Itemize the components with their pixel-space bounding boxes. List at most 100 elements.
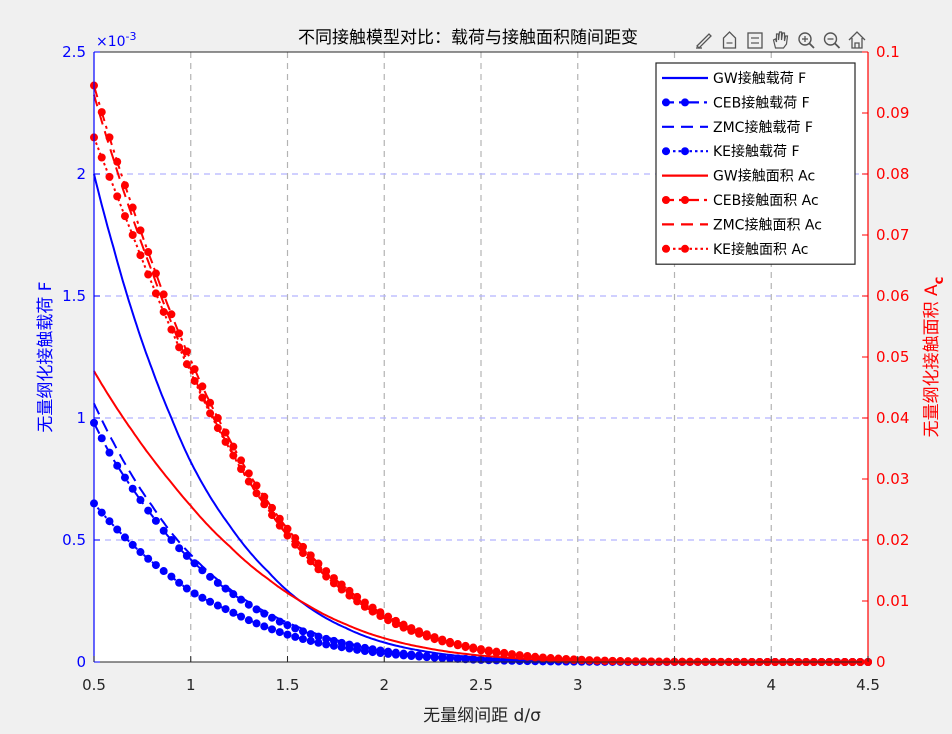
series-marker bbox=[507, 651, 516, 660]
left-tick-label: 2 bbox=[76, 165, 86, 183]
right-tick-label: 0.02 bbox=[876, 531, 909, 549]
x-tick-label: 4.5 bbox=[856, 676, 880, 694]
series-marker bbox=[120, 212, 129, 221]
series-marker bbox=[182, 584, 191, 593]
series-marker bbox=[120, 533, 129, 542]
pan-hand-icon-shape bbox=[772, 31, 789, 49]
x-tick-label: 1.5 bbox=[276, 676, 300, 694]
series-marker bbox=[446, 654, 455, 663]
series-marker bbox=[453, 654, 462, 663]
series-marker bbox=[531, 653, 540, 662]
data-tip-icon-shape bbox=[722, 31, 737, 49]
x-tick-label: 2.5 bbox=[469, 676, 493, 694]
series-marker bbox=[175, 544, 184, 553]
series-marker bbox=[298, 627, 307, 636]
home-icon[interactable] bbox=[848, 31, 866, 49]
series-marker bbox=[608, 657, 617, 666]
series-marker bbox=[314, 559, 323, 568]
series-marker bbox=[515, 651, 524, 660]
series-marker bbox=[546, 654, 555, 663]
series-line bbox=[93, 137, 868, 663]
series-marker bbox=[128, 231, 137, 239]
series-marker bbox=[585, 656, 594, 665]
series-marker bbox=[136, 496, 145, 505]
series-marker bbox=[415, 629, 424, 638]
series-marker bbox=[229, 608, 238, 617]
series-marker bbox=[113, 461, 122, 470]
series-marker bbox=[314, 565, 323, 574]
series-marker bbox=[128, 540, 137, 549]
series-marker bbox=[206, 409, 215, 418]
series-marker bbox=[206, 597, 215, 606]
series-marker bbox=[415, 652, 424, 661]
series-marker bbox=[407, 652, 416, 661]
legend-icon[interactable] bbox=[747, 32, 763, 49]
series-marker bbox=[376, 649, 385, 658]
chart-title: 不同接触模型对比：载荷与接触面积随间距变 bbox=[298, 28, 638, 48]
series-marker bbox=[275, 514, 284, 523]
series-marker bbox=[291, 540, 300, 549]
series-marker bbox=[593, 656, 602, 665]
right-tick-label: 0.07 bbox=[876, 226, 909, 244]
series-marker bbox=[136, 548, 145, 557]
right-tick-label: 0.09 bbox=[876, 104, 909, 122]
series-marker bbox=[182, 360, 191, 369]
right-axis-label: 无量纲化接触面积 Ac bbox=[922, 277, 947, 438]
series-marker bbox=[461, 655, 470, 664]
zoom-out-icon-handle bbox=[834, 42, 841, 49]
legend-item: CEB接触面积 Ac bbox=[662, 192, 819, 209]
series-marker bbox=[446, 639, 455, 648]
series-marker bbox=[337, 585, 346, 594]
series-marker bbox=[198, 393, 207, 402]
x-tick-label: 4 bbox=[766, 676, 776, 694]
series-marker bbox=[268, 511, 277, 520]
data-tip-icon[interactable] bbox=[722, 31, 737, 49]
series-marker bbox=[105, 172, 114, 181]
series-marker bbox=[260, 622, 269, 631]
series-marker bbox=[244, 616, 253, 625]
right-axis-label-sub: c bbox=[932, 277, 947, 285]
legend-item: GW接触面积 Ac bbox=[662, 168, 815, 185]
legend-item: GW接触载荷 F bbox=[662, 70, 806, 87]
pan-hand-icon[interactable] bbox=[772, 31, 789, 49]
right-tick-label: 0.1 bbox=[876, 43, 900, 61]
legend-item: KE接触面积 Ac bbox=[662, 241, 809, 258]
brush-icon-shape bbox=[696, 33, 712, 49]
series-marker bbox=[167, 325, 176, 334]
series-marker bbox=[175, 343, 184, 352]
left-axis-exponent-power: -3 bbox=[126, 30, 137, 43]
legend-marker-sample bbox=[681, 196, 689, 204]
x-axis-label: 无量纲间距 d/σ bbox=[423, 706, 541, 726]
zoom-out-icon[interactable] bbox=[823, 32, 841, 49]
series-layer bbox=[90, 81, 872, 666]
brush-icon[interactable] bbox=[696, 33, 712, 49]
legend-label: KE接触载荷 F bbox=[713, 143, 800, 160]
series-marker bbox=[175, 578, 184, 587]
series-marker bbox=[144, 248, 153, 257]
series-marker bbox=[198, 593, 207, 602]
legend-icon-frame bbox=[747, 32, 763, 49]
zoom-in-icon-lens bbox=[798, 32, 812, 46]
series-marker bbox=[97, 508, 106, 517]
legend-label: ZMC接触载荷 F bbox=[713, 119, 813, 136]
axes-toolbar bbox=[696, 31, 866, 49]
series-marker bbox=[360, 602, 369, 611]
series-marker bbox=[120, 473, 129, 482]
series-marker bbox=[275, 521, 284, 530]
legend[interactable]: GW接触载荷 F CEB接触载荷 F ZMC接触载荷 F KE接触载荷 F GW接触面积… bbox=[655, 62, 856, 265]
series-marker bbox=[616, 657, 625, 666]
series-marker bbox=[523, 652, 532, 661]
zoom-in-icon[interactable] bbox=[798, 32, 815, 49]
series-marker bbox=[298, 635, 307, 644]
series-marker bbox=[105, 448, 114, 457]
series-marker bbox=[538, 654, 547, 663]
series-marker bbox=[368, 607, 377, 616]
series-marker bbox=[298, 549, 307, 558]
series-marker bbox=[384, 649, 393, 658]
x-tick-label: 0.5 bbox=[82, 676, 106, 694]
series-marker bbox=[144, 270, 153, 279]
left-axis-ticks: 0 0.5 1 1.5 2 2.5 bbox=[62, 43, 100, 671]
left-tick-label: 0 bbox=[76, 653, 86, 671]
series-marker bbox=[275, 628, 284, 637]
